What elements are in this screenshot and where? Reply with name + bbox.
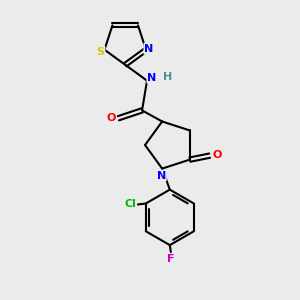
Text: N: N <box>147 73 157 83</box>
Text: N: N <box>144 44 154 54</box>
Text: N: N <box>157 170 166 181</box>
Text: S: S <box>97 47 104 57</box>
Text: Cl: Cl <box>124 200 136 209</box>
Text: O: O <box>213 150 222 160</box>
Text: F: F <box>167 254 175 264</box>
Text: O: O <box>107 113 116 123</box>
Text: H: H <box>163 72 172 82</box>
